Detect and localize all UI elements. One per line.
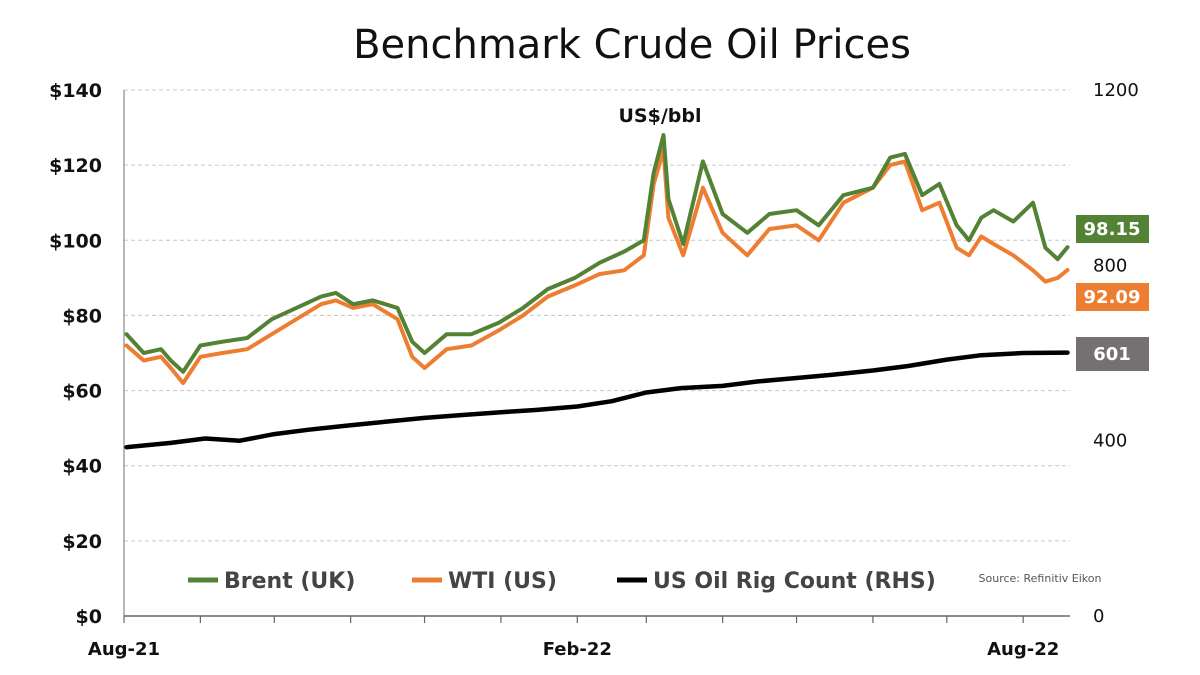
left-tick-label: $40 [62, 456, 102, 478]
left-tick-label: $60 [62, 381, 102, 403]
badge-value: 92.09 [1084, 287, 1141, 308]
chart-title: Benchmark Crude Oil Prices [353, 22, 911, 68]
right-tick-label: 0 [1093, 606, 1104, 627]
badge-1: 92.09 [1076, 283, 1149, 311]
x-tick-label: Aug-21 [88, 639, 160, 660]
legend-label: US Oil Rig Count (RHS) [653, 569, 936, 594]
x-tick-label: Aug-22 [987, 639, 1059, 660]
x-axis: Aug-21 Feb-22 Aug-22 [88, 90, 1070, 660]
badge-2: 601 [1076, 337, 1149, 371]
legend-label: WTI (US) [448, 569, 557, 594]
series-line-0 [124, 133, 1070, 374]
left-tick-label: $20 [62, 531, 102, 553]
left-tick-label: $100 [49, 230, 102, 252]
badge-value: 601 [1093, 344, 1131, 365]
legend-item-0: Brent (UK) [188, 569, 355, 594]
series-lines [124, 133, 1070, 450]
right-tick-label: 1200 [1093, 80, 1139, 101]
unit-label: US$/bbl [619, 105, 702, 127]
legend-label: Brent (UK) [224, 569, 355, 594]
left-tick-label: $80 [62, 305, 102, 327]
series-line-1 [124, 148, 1070, 386]
left-tick-label: $120 [49, 155, 102, 177]
gridlines [124, 89, 1070, 542]
badge-value: 98.15 [1084, 219, 1141, 240]
badge-box [1076, 337, 1149, 371]
right-tick-label: 400 [1093, 431, 1127, 452]
left-tick-label: $0 [76, 606, 102, 628]
badge-0: 98.15 [1076, 215, 1149, 243]
legend: Brent (UK) WTI (US) US Oil Rig Count (RHS) [188, 569, 936, 594]
series-line-2 [124, 350, 1070, 450]
left-tick-label: $140 [49, 80, 102, 102]
badge-box [1076, 283, 1149, 311]
legend-item-2: US Oil Rig Count (RHS) [617, 569, 936, 594]
right-axis-ticks: 0 400 800 1200 [1093, 80, 1139, 627]
right-tick-label: 800 [1093, 255, 1127, 276]
badge-box [1076, 215, 1149, 243]
last-value-badges: 98.15 92.09 601 [1076, 215, 1149, 371]
x-tick-label: Feb-22 [543, 639, 612, 660]
legend-item-1: WTI (US) [412, 569, 557, 594]
left-axis-ticks: $0 $20 $40 $60 $80 $100 $120 $140 [49, 80, 102, 628]
source-note: Source: Refinitiv Eikon [979, 572, 1102, 585]
